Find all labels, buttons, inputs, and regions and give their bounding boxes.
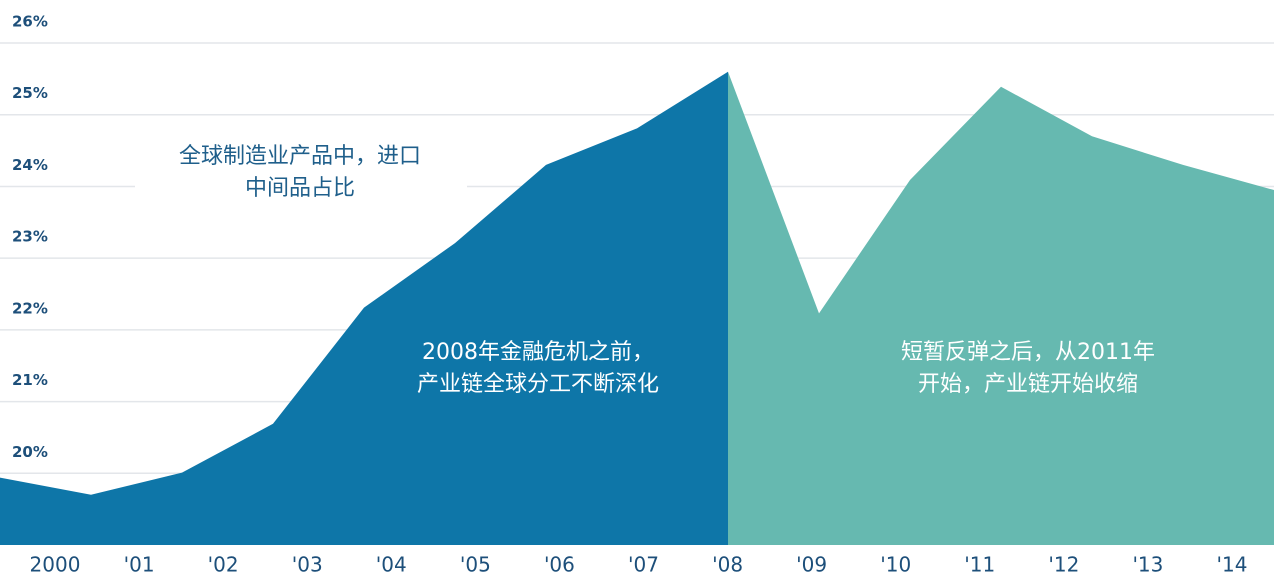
x-tick-label: '07 [628,553,659,577]
y-tick-label: 22% [12,299,48,317]
annotation: 产业链全球分工不断深化 [417,372,659,397]
x-tick-label: '09 [796,553,827,577]
annotation: 中间品占比 [245,176,355,201]
y-tick-label: 20% [12,443,48,461]
x-tick-label: '01 [124,553,155,577]
annotation: 短暂反弹之后，从2011年 [901,340,1155,365]
y-tick-label: 21% [12,371,48,389]
x-tick-label: '05 [460,553,491,577]
y-tick-label: 23% [12,228,48,246]
x-tick-label: '03 [292,553,323,577]
x-tick-label: '02 [208,553,239,577]
x-tick-label: 2000 [30,553,81,577]
x-tick-label: '14 [1217,553,1248,577]
area [728,71,1274,546]
x-tick-label: '08 [712,553,743,577]
area [0,71,728,546]
annotation: 2008年金融危机之前， [422,340,654,365]
annotation: 开始，产业链开始收缩 [918,372,1138,397]
y-tick-label: 26% [12,13,48,31]
x-tick-label: '13 [1132,553,1163,577]
y-tick-label: 25% [12,84,48,102]
annotation: 全球制造业产品中，进口 [179,144,421,169]
annotation-box [135,132,467,210]
x-tick-label: '11 [964,553,995,577]
y-tick-label: 24% [12,156,48,174]
x-tick-label: '12 [1048,553,1079,577]
x-tick-label: '10 [880,553,911,577]
x-tick-label: '04 [376,553,407,577]
x-tick-label: '06 [544,553,575,577]
